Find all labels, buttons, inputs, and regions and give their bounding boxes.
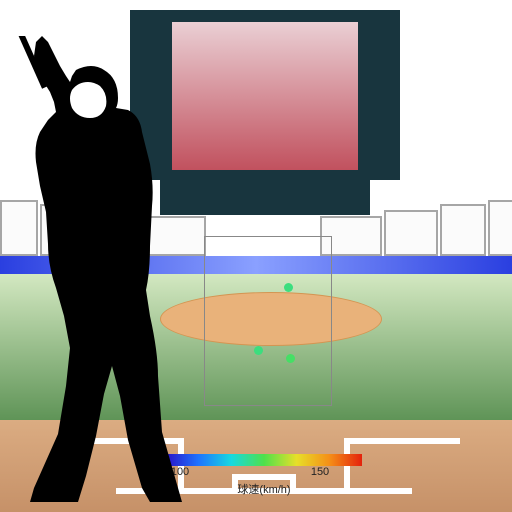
legend-tick: 150	[311, 466, 329, 478]
pitch-marker-1	[254, 346, 263, 355]
pitch-chart: 100150球速(km/h)	[0, 0, 512, 512]
plate-line-1	[350, 438, 460, 444]
stand-7	[488, 200, 512, 256]
stand-6	[440, 204, 486, 256]
batter-silhouette	[0, 36, 230, 506]
stand-5	[384, 210, 438, 256]
pitch-marker-0	[284, 283, 293, 292]
pitch-marker-2	[286, 354, 295, 363]
